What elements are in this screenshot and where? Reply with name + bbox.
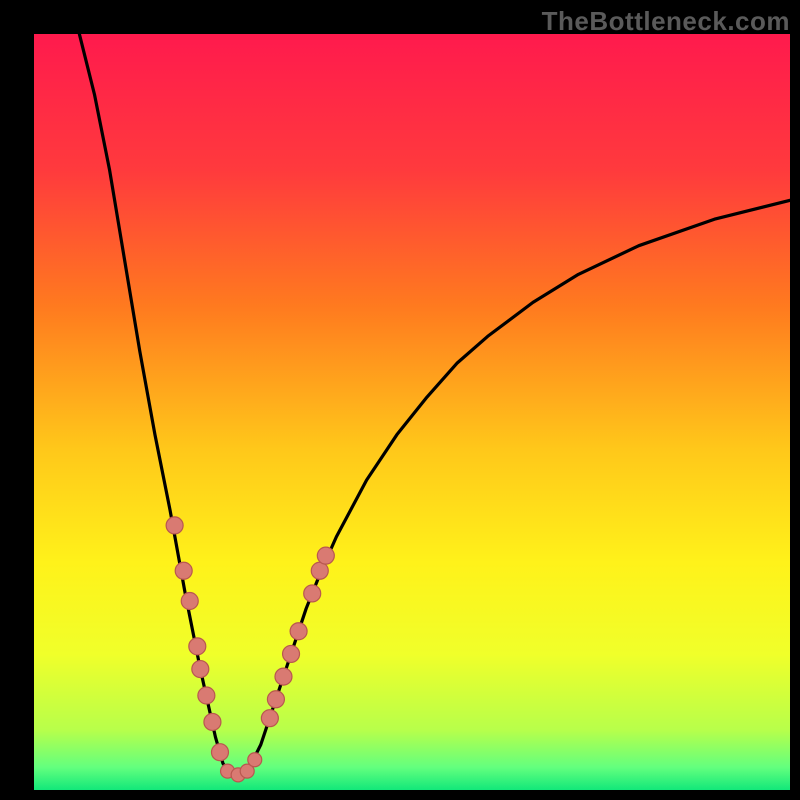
data-point — [317, 547, 334, 564]
data-point — [290, 623, 307, 640]
data-point — [198, 687, 215, 704]
data-point — [261, 710, 278, 727]
data-point — [275, 668, 292, 685]
data-point — [175, 562, 192, 579]
data-point — [283, 645, 300, 662]
gradient-background — [34, 34, 790, 790]
plot-svg — [34, 34, 790, 790]
plot-area — [34, 34, 790, 790]
data-point — [267, 691, 284, 708]
data-point — [211, 744, 228, 761]
data-point — [192, 661, 209, 678]
data-point — [248, 753, 262, 767]
watermark-text: TheBottleneck.com — [542, 6, 790, 37]
chart-root: TheBottleneck.com — [0, 0, 800, 800]
data-point — [181, 593, 198, 610]
data-point — [304, 585, 321, 602]
data-point — [204, 713, 221, 730]
data-point — [189, 638, 206, 655]
data-point — [166, 517, 183, 534]
data-point — [311, 562, 328, 579]
